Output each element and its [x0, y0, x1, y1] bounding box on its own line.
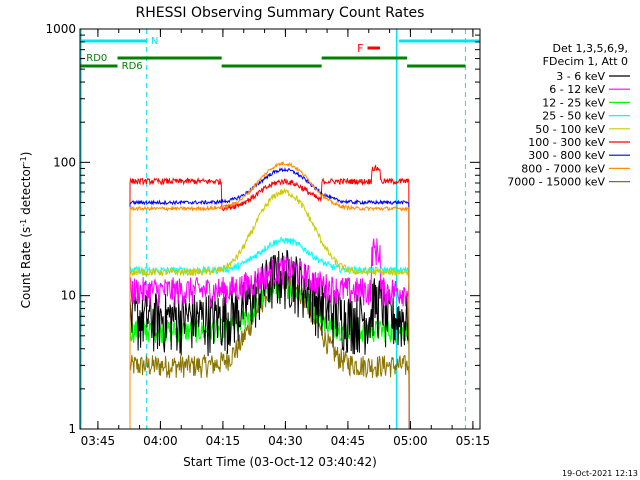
y-tick-label-0: 1	[68, 422, 76, 436]
x-tick-label-2: 04:15	[206, 434, 241, 448]
legend-header-line2: FDecim 1, Att 0	[543, 55, 628, 68]
legend-label-3: 25 - 50 keV	[542, 110, 605, 123]
axes: 03:45 04:00 04:15 04:30 04:45 05:00 05:15 1 10 10…	[45, 22, 490, 448]
rd6-label: RD6	[122, 61, 143, 72]
y-tick-label-3: 1000	[45, 22, 76, 36]
y-label-sup1: -1	[19, 219, 28, 227]
state-bars: N RD0 RD6 F	[80, 36, 480, 72]
plot-area: N RD0 RD6 F	[80, 29, 480, 429]
x-tick-label-0: 03:45	[81, 434, 116, 448]
night-markers	[80, 29, 466, 429]
y-label-part3: )	[19, 152, 33, 157]
timestamp: 19-Oct-2021 12:13	[562, 469, 638, 478]
series-group	[129, 160, 410, 429]
legend-label-1: 6 - 12 keV	[549, 83, 605, 96]
legend-header-line1: Det 1,3,5,6,9,	[552, 42, 628, 55]
legend-label-7: 800 - 7000 keV	[521, 162, 605, 175]
x-tick-label-4: 04:45	[331, 434, 366, 448]
y-axis-label: Count Rate (s-1 detector-1)	[19, 152, 34, 309]
series-line-2	[129, 275, 410, 429]
legend-label-0: 3 - 6 keV	[556, 70, 605, 83]
flare-label: F	[357, 42, 363, 55]
y-label-part1: Count Rate (s	[19, 227, 33, 309]
rd0-label: RD0	[86, 53, 107, 64]
series-line-6	[129, 167, 410, 429]
y-tick-label-2: 100	[53, 155, 76, 169]
chart-title: RHESSI Observing Summary Count Rates	[136, 5, 425, 21]
x-axis: 03:45 04:00 04:15 04:30 04:45 05:00 05:15	[81, 29, 491, 448]
series-line-4	[129, 188, 410, 429]
legend-label-5: 100 - 300 keV	[528, 136, 605, 149]
y-axis: 1 10 100 1000	[45, 22, 480, 436]
series-line-1	[129, 238, 410, 429]
legend-label-4: 50 - 100 keV	[535, 123, 605, 136]
x-tick-label-1: 04:00	[143, 434, 178, 448]
y-tick-label-1: 10	[61, 289, 76, 303]
legend-label-8: 7000 - 15000 keV	[507, 176, 605, 189]
legend-label-6: 300 - 800 keV	[528, 149, 605, 162]
x-tick-label-3: 04:30	[268, 434, 303, 448]
plot-frame	[79, 28, 481, 430]
svg-text:Count Rate (s-1 detector-1): Count Rate (s-1 detector-1)	[19, 152, 34, 309]
x-axis-label: Start Time (03-Oct-12 03:40:42)	[183, 455, 377, 469]
night-label: N	[151, 36, 158, 47]
legend-label-2: 12 - 25 keV	[542, 96, 605, 109]
series-line-0	[129, 249, 410, 429]
series-line-7	[129, 160, 410, 429]
x-tick-label-5: 05:00	[393, 434, 428, 448]
legend: Det 1,3,5,6,9, FDecim 1, Att 0 3 - 6 keV…	[507, 42, 630, 189]
series-line-8	[129, 271, 410, 429]
x-tick-label-6: 05:15	[456, 434, 491, 448]
series-line-5	[129, 164, 410, 429]
y-label-sup2: -1	[19, 156, 28, 164]
y-label-part2: detector	[19, 164, 33, 219]
